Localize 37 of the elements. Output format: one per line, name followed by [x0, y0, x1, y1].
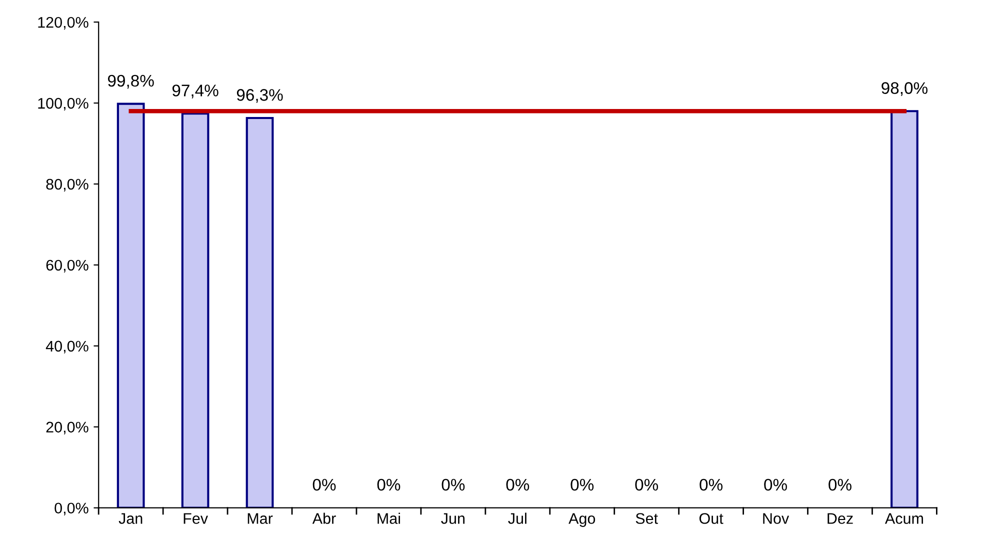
y-tick-label: 60,0% — [46, 260, 88, 272]
data-label: 0% — [570, 478, 594, 491]
x-tick-label: Abr — [312, 512, 336, 524]
data-label: 96,3% — [236, 89, 283, 103]
x-tick-label: Mai — [378, 512, 400, 524]
x-tick-label: Jan — [118, 513, 142, 524]
x-tick-label: Jul — [508, 512, 526, 524]
data-label: 0% — [312, 478, 336, 491]
data-label: 0% — [764, 478, 787, 491]
data-label: 98,0% — [882, 82, 928, 96]
data-label: 0% — [700, 478, 723, 491]
bar — [890, 110, 918, 508]
data-label: 0% — [635, 478, 658, 491]
y-tick-label: 100,0% — [38, 98, 88, 111]
x-tick-label: Nov — [763, 513, 790, 524]
x-tick-label: Mar — [248, 513, 273, 524]
x-tick-label: Acum — [884, 513, 923, 524]
data-label: 97,4% — [172, 84, 218, 98]
y-tick-label: 20,0% — [46, 422, 88, 434]
x-tick-label: Out — [699, 513, 724, 524]
data-label: 0% — [377, 478, 400, 491]
y-tick-label: 40,0% — [46, 340, 88, 354]
data-label: 99,8% — [108, 74, 154, 89]
bar — [181, 112, 210, 508]
x-tick-label: Fev — [184, 513, 208, 524]
data-label: 0% — [828, 478, 852, 491]
y-tick-label: 0,0% — [54, 502, 88, 516]
bar — [246, 116, 274, 508]
bar — [116, 102, 145, 508]
data-label: 0% — [442, 478, 465, 491]
x-tick-label: Ago — [568, 513, 596, 527]
y-tick-label: 120,0% — [38, 16, 88, 30]
x-tick-label: Jun — [441, 513, 465, 524]
x-tick-label: Dez — [828, 513, 853, 524]
data-label: 0% — [506, 478, 530, 491]
y-tick-label: 80,0% — [46, 178, 88, 192]
x-tick-label: Set — [636, 513, 658, 524]
